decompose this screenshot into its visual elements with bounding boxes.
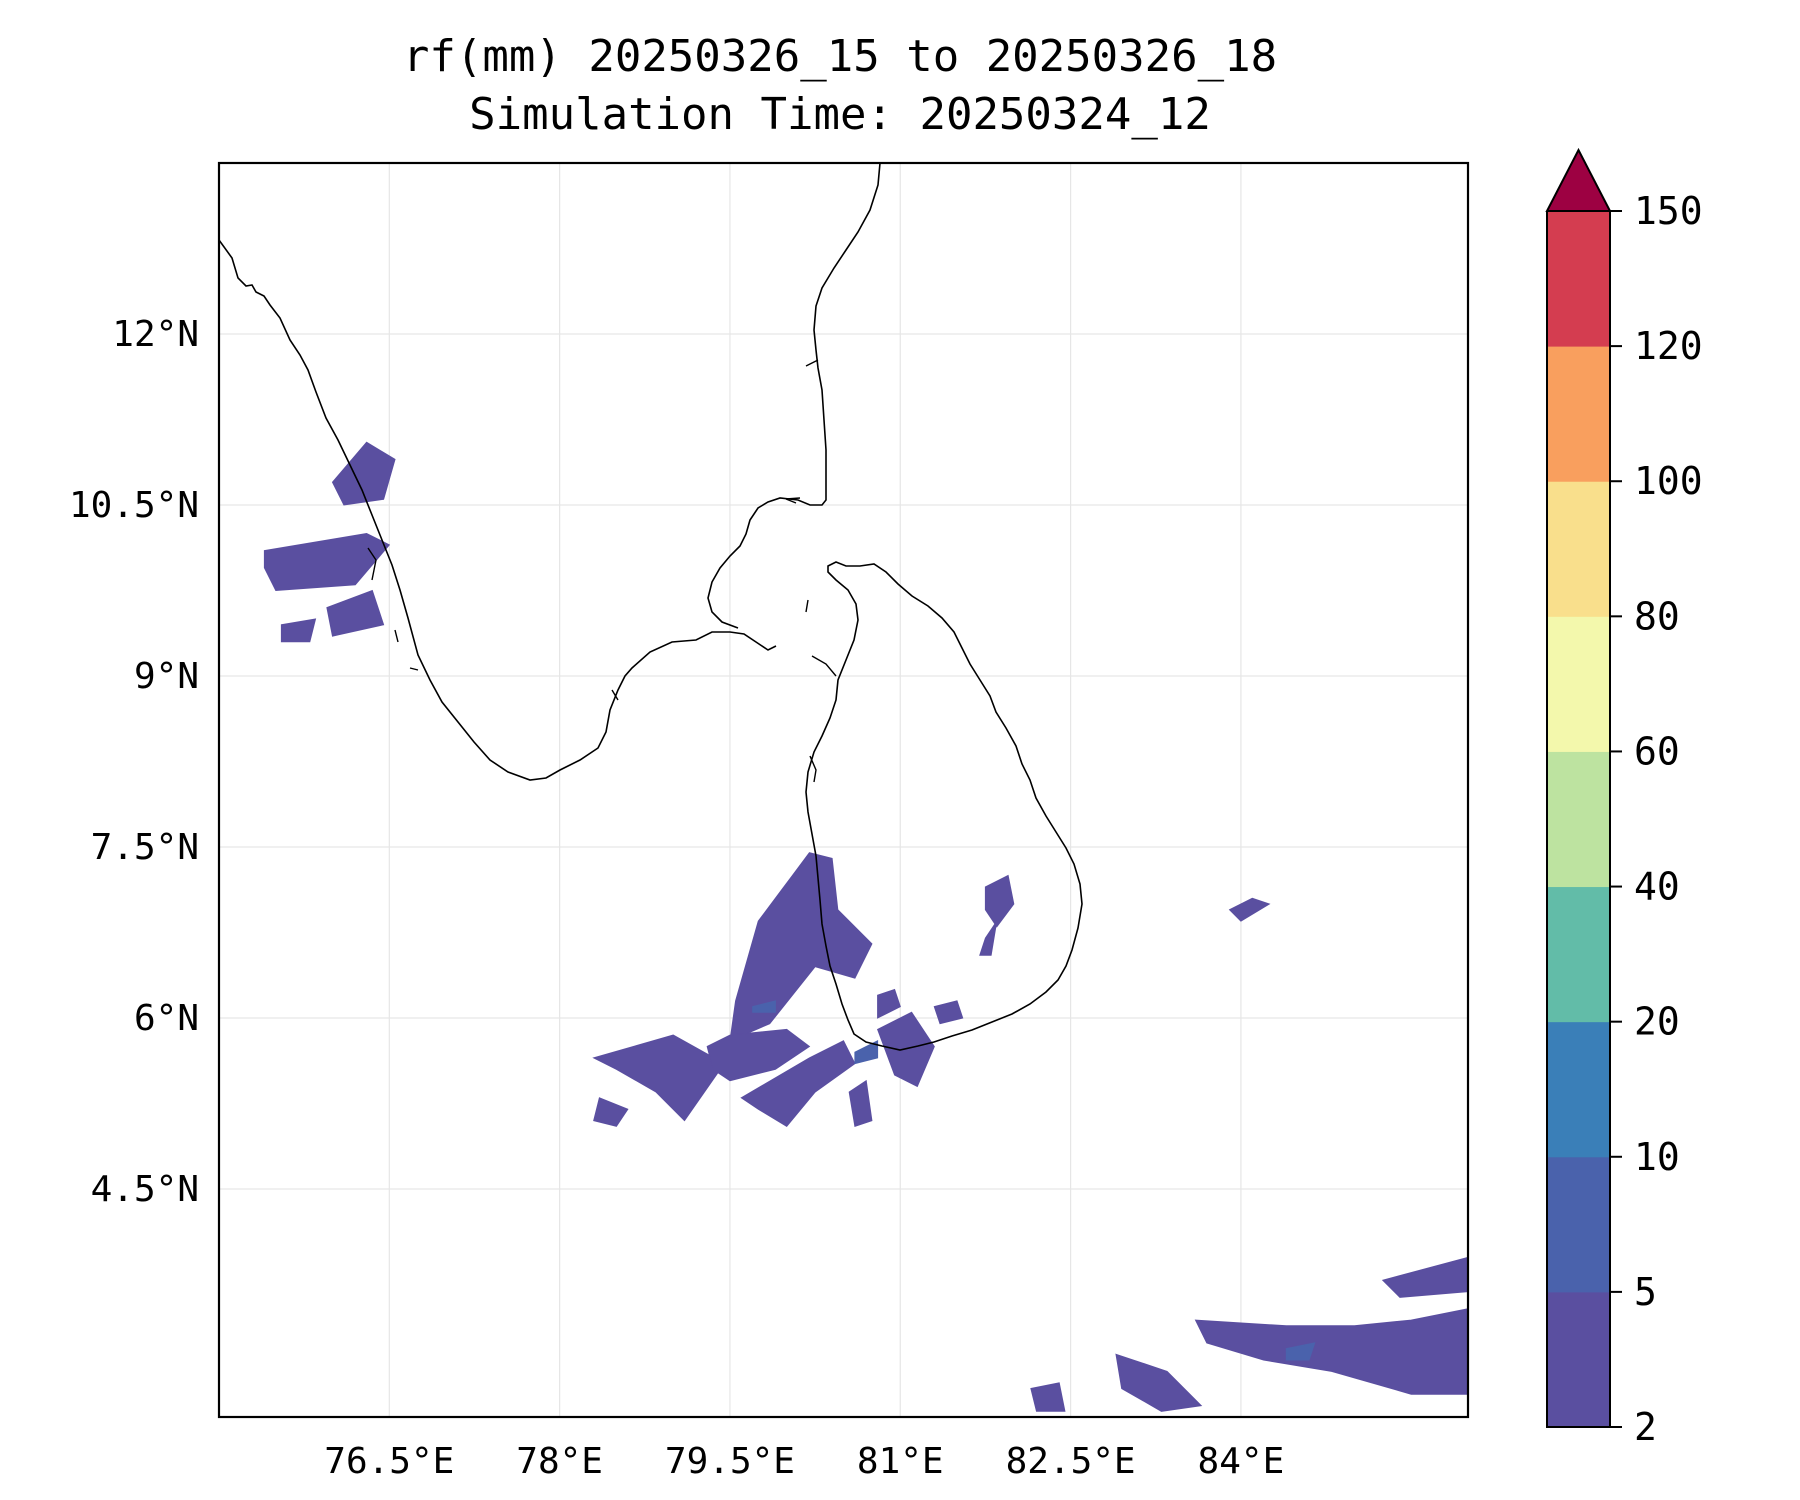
- title-line-2: Simulation Time: 20250324_12: [469, 89, 1211, 140]
- colorbar-label: 150: [1634, 189, 1703, 233]
- colorbar-label: 80: [1634, 594, 1680, 638]
- rain-area: [1115, 1353, 1203, 1412]
- colorbar-extend-arrow: [1545, 147, 1612, 212]
- rain-area: [1030, 1382, 1066, 1412]
- y-tick-label: 10.5°N: [69, 485, 199, 526]
- colorbar-label: 40: [1634, 865, 1680, 909]
- colorbar-label: 120: [1634, 324, 1703, 368]
- colorbar-segment: [1547, 211, 1610, 347]
- x-tick-label: 82.5°E: [1006, 1441, 1136, 1482]
- rain-area: [933, 1000, 964, 1025]
- colorbar-segment: [1547, 616, 1610, 752]
- x-tick-label: 79.5°E: [665, 1441, 795, 1482]
- colorbar: 2 5 10 20 40 60 80 100 120 150: [1545, 147, 1703, 1449]
- rain-area: [1381, 1256, 1468, 1298]
- colorbar-segment: [1547, 481, 1610, 617]
- map-background: [219, 163, 1468, 1417]
- colorbar-label: 2: [1634, 1405, 1657, 1449]
- y-tick-label: 12°N: [112, 314, 199, 355]
- y-tick-label: 9°N: [134, 656, 199, 697]
- rain-area: [1285, 1342, 1316, 1361]
- rain-area: [1194, 1308, 1468, 1395]
- axes: 76.5°E 78°E 79.5°E 81°E 82.5°E 84°E 12°N 10.5°N…: [69, 314, 1284, 1482]
- rain-area: [740, 1040, 856, 1127]
- colorbar-label: 100: [1634, 459, 1703, 503]
- rain-area: [854, 1039, 879, 1065]
- rain-area: [984, 874, 1015, 928]
- colorbar-frame: [1546, 211, 1611, 1428]
- colorbar-segment: [1547, 1156, 1610, 1293]
- colorbar-segment: [1547, 1291, 1610, 1428]
- colorbar-segment: [1547, 346, 1610, 482]
- x-tick-label: 81°E: [857, 1441, 944, 1482]
- rain-area: [592, 1034, 726, 1122]
- x-tick-label: 76.5°E: [324, 1441, 454, 1482]
- x-tick-label: 84°E: [1198, 1441, 1285, 1482]
- coastline-islands: [367, 359, 837, 783]
- chart-title: rf(mm) 20250326_15 to 20250326_18 Simula…: [0, 28, 1680, 144]
- colorbar-segment: [1547, 751, 1610, 888]
- colorbar-segment: [1547, 1021, 1610, 1158]
- title-line-1: rf(mm) 20250326_15 to 20250326_18: [402, 31, 1278, 82]
- coastline: [219, 163, 1083, 1051]
- coastline-sri-lanka: [805, 561, 1083, 1051]
- rain-areas: [263, 441, 1468, 1412]
- colorbar-label: 5: [1634, 1270, 1657, 1314]
- rain-area: [729, 852, 873, 1042]
- y-tick-label: 7.5°N: [91, 827, 199, 868]
- y-tick-label: 4.5°N: [91, 1169, 199, 1210]
- map-frame: [217, 161, 1470, 1419]
- rain-area: [1228, 897, 1271, 922]
- y-tick-label: 6°N: [134, 998, 199, 1039]
- colorbar-label: 60: [1634, 729, 1680, 773]
- rain-area: [979, 920, 998, 956]
- rain-area: [280, 618, 317, 643]
- rain-area: [877, 988, 901, 1019]
- coastline-india-west: [219, 239, 777, 781]
- rain-area: [263, 532, 391, 592]
- rain-area: [752, 1000, 776, 1013]
- colorbar-label: 20: [1634, 1000, 1680, 1044]
- rain-area: [706, 1028, 811, 1082]
- colorbar-label: 10: [1634, 1135, 1680, 1179]
- rain-area: [326, 589, 385, 637]
- coastline-india-east: [707, 163, 881, 629]
- x-tick-label: 78°E: [516, 1441, 603, 1482]
- rain-area: [848, 1079, 873, 1127]
- rain-area: [593, 1097, 629, 1127]
- colorbar-segment: [1547, 886, 1610, 1023]
- gridlines: [219, 163, 1468, 1417]
- rain-area: [331, 441, 396, 506]
